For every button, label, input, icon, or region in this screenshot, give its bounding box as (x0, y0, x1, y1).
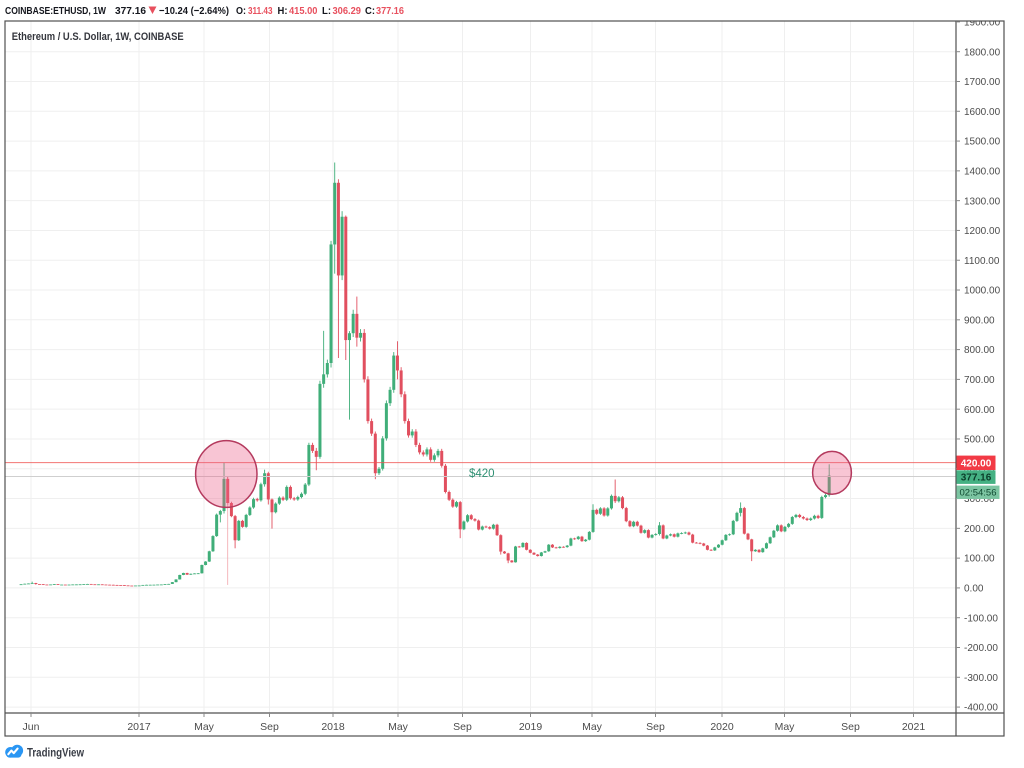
svg-text:2020: 2020 (710, 721, 734, 733)
svg-text:1900.00: 1900.00 (964, 18, 1001, 29)
svg-text:1100.00: 1100.00 (964, 256, 1000, 267)
svg-text:TradingView: TradingView (27, 746, 85, 760)
svg-text:300.00: 300.00 (964, 494, 995, 505)
svg-text:Sep: Sep (841, 721, 860, 733)
svg-text:1600.00: 1600.00 (964, 107, 1001, 118)
svg-text:1300.00: 1300.00 (964, 196, 1001, 207)
svg-text:02:54:56: 02:54:56 (960, 488, 997, 499)
svg-text:May: May (388, 721, 409, 733)
svg-text:-300.00: -300.00 (964, 673, 998, 684)
svg-text:377.16: 377.16 (376, 5, 404, 17)
svg-text:−10.24 (−2.64%): −10.24 (−2.64%) (159, 5, 229, 17)
svg-text:1700.00: 1700.00 (964, 77, 1001, 88)
svg-text:May: May (582, 721, 603, 733)
svg-text:1000.00: 1000.00 (964, 286, 1001, 297)
svg-text:-200.00: -200.00 (964, 643, 998, 654)
svg-text:COINBASE:ETHUSD, 1W: COINBASE:ETHUSD, 1W (5, 5, 106, 17)
svg-text:2019: 2019 (519, 721, 543, 733)
svg-text:1500.00: 1500.00 (964, 137, 1001, 148)
svg-text:Jun: Jun (23, 721, 40, 733)
svg-text:306.29: 306.29 (333, 5, 362, 17)
svg-text:800.00: 800.00 (964, 345, 995, 356)
svg-text:700.00: 700.00 (964, 375, 995, 386)
svg-text:H:: H: (278, 5, 288, 17)
svg-text:-100.00: -100.00 (964, 613, 998, 624)
svg-text:1800.00: 1800.00 (964, 47, 1001, 58)
svg-text:900.00: 900.00 (964, 315, 995, 326)
svg-text:0.00: 0.00 (964, 584, 984, 595)
svg-text:L:: L: (322, 5, 331, 17)
svg-text:600.00: 600.00 (964, 405, 995, 416)
svg-text:1200.00: 1200.00 (964, 226, 1001, 237)
svg-text:Ethereum / U.S. Dollar, 1W, CO: Ethereum / U.S. Dollar, 1W, COINBASE (12, 31, 184, 43)
svg-text:420.00: 420.00 (961, 458, 992, 469)
svg-text:200.00: 200.00 (964, 524, 995, 535)
svg-text:Sep: Sep (260, 721, 279, 733)
svg-text:O:: O: (236, 5, 246, 17)
svg-text:May: May (775, 721, 796, 733)
svg-text:2021: 2021 (902, 721, 926, 733)
svg-text:2017: 2017 (127, 721, 151, 733)
svg-text:377.16: 377.16 (115, 5, 146, 17)
svg-text:May: May (194, 721, 215, 733)
svg-text:-400.00: -400.00 (964, 703, 998, 714)
svg-text:2018: 2018 (321, 721, 345, 733)
svg-text:311.43: 311.43 (248, 5, 273, 17)
svg-text:C:: C: (365, 5, 375, 17)
svg-text:Sep: Sep (646, 721, 665, 733)
svg-text:500.00: 500.00 (964, 435, 995, 446)
svg-text:Sep: Sep (453, 721, 472, 733)
svg-text:$420: $420 (469, 468, 495, 480)
svg-text:377.16: 377.16 (961, 473, 992, 484)
svg-text:100.00: 100.00 (964, 554, 995, 565)
svg-text:415.00: 415.00 (289, 5, 318, 17)
svg-text:1400.00: 1400.00 (964, 166, 1001, 177)
